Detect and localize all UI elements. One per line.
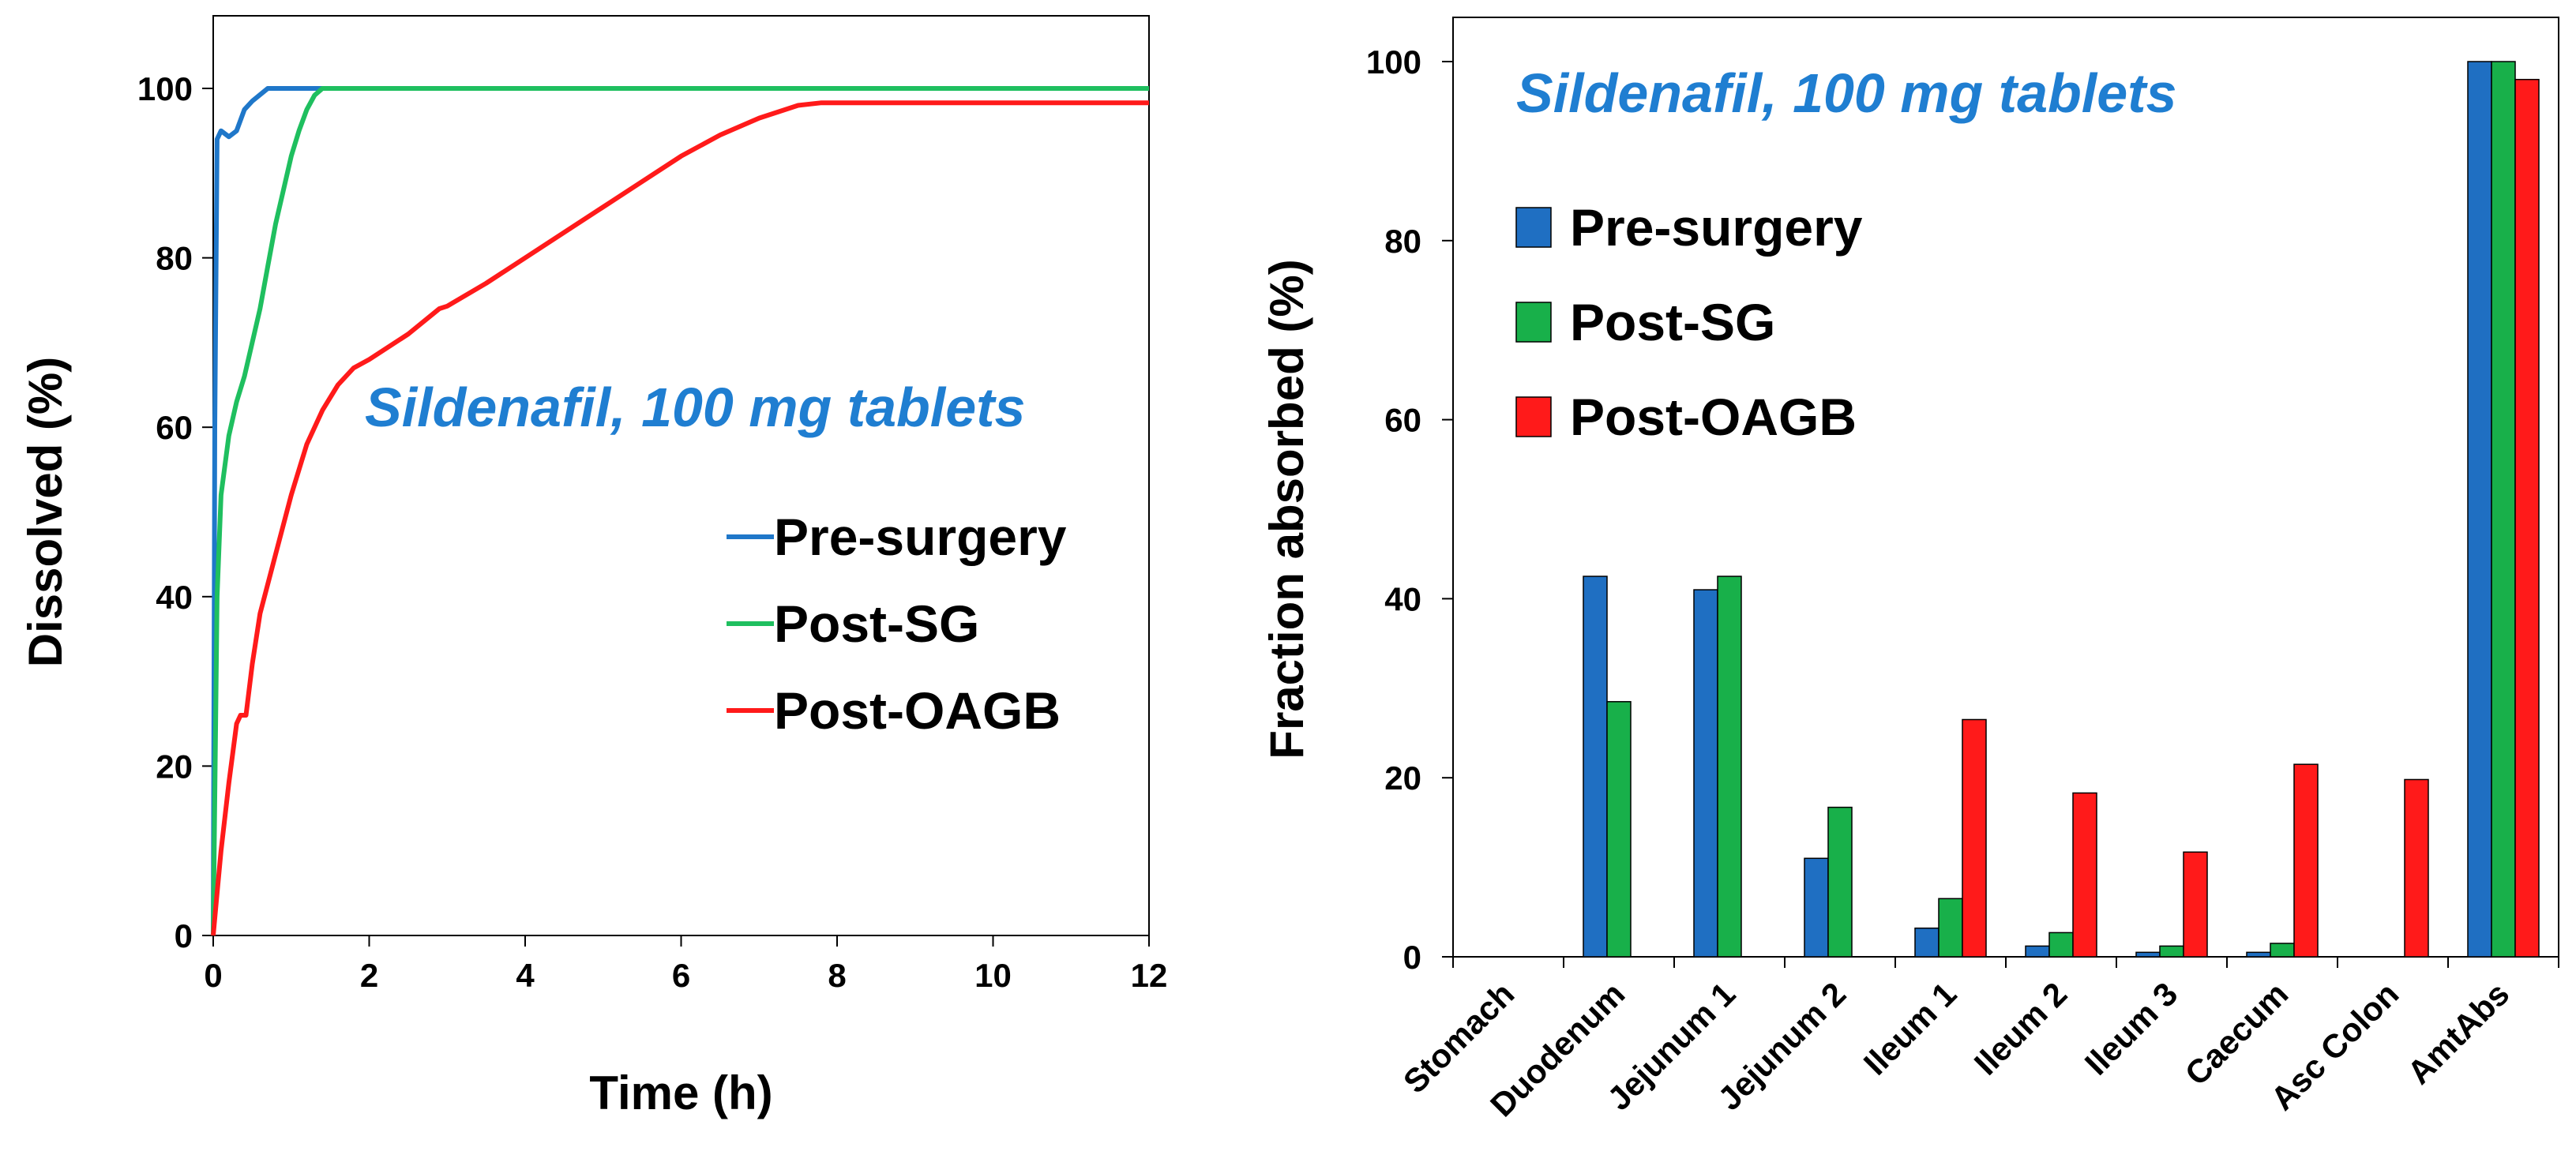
bar bbox=[2514, 78, 2540, 958]
chart-title: Sildenafil, 100 mg tablets bbox=[365, 377, 1025, 438]
legend-label: Post-OAGB bbox=[1570, 388, 1857, 446]
chart-title: Sildenafil, 100 mg tablets bbox=[1516, 62, 2176, 124]
series-line bbox=[211, 100, 1149, 936]
y-tick-label: 60 bbox=[1384, 402, 1421, 439]
bar bbox=[2491, 61, 2516, 958]
y-tick-label: 0 bbox=[1403, 939, 1421, 976]
y-tick-label: 100 bbox=[137, 70, 193, 107]
bar bbox=[2246, 951, 2271, 958]
x-tick-label: 2 bbox=[360, 957, 378, 994]
bar bbox=[1827, 806, 1853, 958]
bar bbox=[1717, 576, 1742, 958]
bar bbox=[1804, 857, 1829, 958]
series-line bbox=[211, 86, 1149, 936]
bar bbox=[2048, 932, 2074, 958]
bar bbox=[2072, 792, 2097, 958]
y-axis-title: Dissolved (%) bbox=[19, 357, 72, 667]
legend-swatch bbox=[1515, 207, 1552, 248]
category-label: Ileum 2 bbox=[1967, 975, 2075, 1082]
series-line bbox=[211, 86, 1149, 936]
y-tick-label: 60 bbox=[156, 409, 193, 446]
x-tick-label: 10 bbox=[974, 957, 1012, 994]
bar bbox=[2293, 763, 2319, 958]
bar bbox=[1583, 576, 1608, 958]
y-tick-label: 20 bbox=[156, 748, 193, 785]
bar bbox=[1962, 718, 1987, 958]
y-axis-title: Fraction absorbed (%) bbox=[1260, 259, 1313, 759]
bar bbox=[1606, 701, 1632, 958]
x-tick-label: 4 bbox=[516, 957, 535, 994]
legend-swatch bbox=[1515, 302, 1552, 343]
x-tick-label: 0 bbox=[204, 957, 222, 994]
category-label: Caecum bbox=[2178, 975, 2296, 1093]
y-tick-label: 80 bbox=[1384, 223, 1421, 260]
category-label: AmtAbs bbox=[2400, 975, 2516, 1091]
category-label: Ileum 1 bbox=[1857, 975, 1964, 1082]
y-tick-label: 40 bbox=[156, 579, 193, 616]
x-axis-title: Time (h) bbox=[589, 1067, 772, 1119]
bar bbox=[2183, 851, 2208, 958]
bar bbox=[1914, 927, 1940, 958]
dissolution-chart: 0 20 40 60 80 100 0 2 4 6 8 10 12 Time (h) Dissolved (… bbox=[19, 15, 1168, 1119]
bar bbox=[2159, 945, 2184, 958]
legend-swatch bbox=[1515, 396, 1552, 437]
x-tick-label: 8 bbox=[828, 957, 846, 994]
legend-label: Post-SG bbox=[1570, 293, 1775, 351]
bar bbox=[2135, 951, 2161, 958]
x-tick-label: 12 bbox=[1131, 957, 1168, 994]
category-label: Ileum 3 bbox=[2078, 975, 2185, 1082]
bar bbox=[1938, 898, 1963, 958]
bar bbox=[2467, 61, 2492, 958]
x-tick-label: 6 bbox=[672, 957, 690, 994]
y-tick-label: 40 bbox=[1384, 580, 1421, 617]
legend-label: Post-SG bbox=[774, 594, 979, 653]
bar bbox=[2270, 943, 2295, 958]
legend-label: Pre-surgery bbox=[774, 508, 1067, 566]
y-tick-label: 0 bbox=[175, 917, 193, 954]
bar bbox=[2404, 778, 2429, 958]
y-tick-label: 20 bbox=[1384, 759, 1421, 797]
bar bbox=[1693, 589, 1718, 958]
legend-label: Post-OAGB bbox=[774, 681, 1061, 740]
legend-label: Pre-surgery bbox=[1570, 198, 1863, 257]
y-tick-label: 80 bbox=[156, 240, 193, 277]
bar bbox=[2025, 945, 2050, 958]
y-tick-label: 100 bbox=[1366, 43, 1421, 81]
